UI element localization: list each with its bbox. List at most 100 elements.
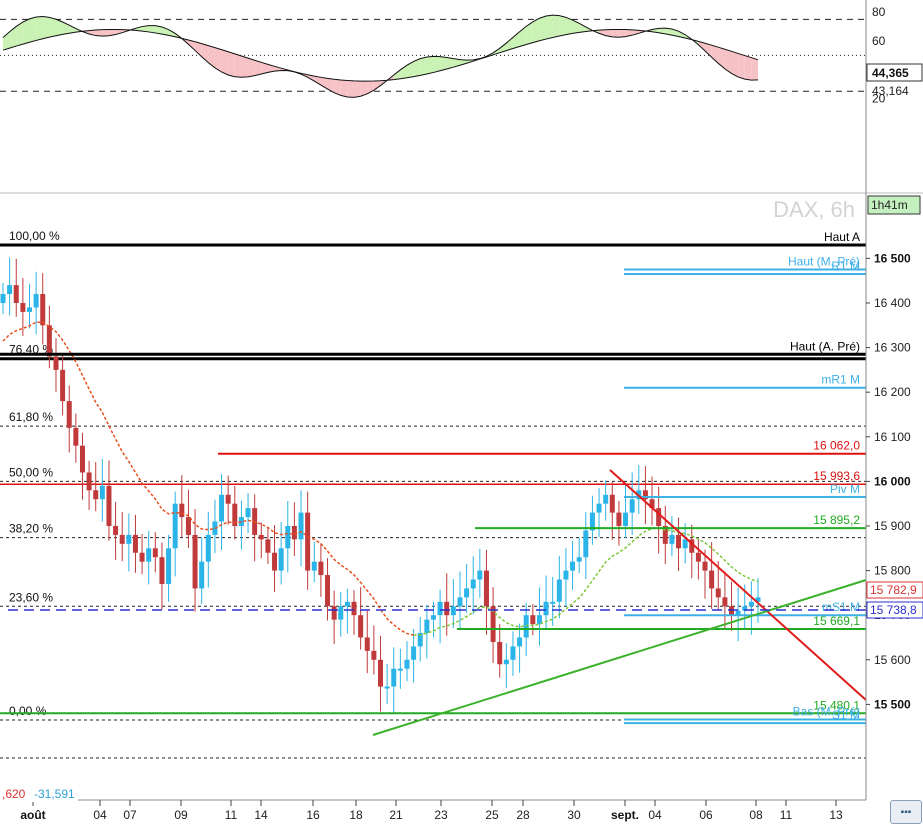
candle-body	[238, 517, 244, 526]
price-tick-label: 16 400	[874, 296, 911, 310]
candle-body	[179, 503, 185, 518]
candle-body	[662, 525, 668, 544]
candle-body	[384, 686, 390, 689]
candle-body	[735, 610, 741, 616]
candle-body	[159, 557, 165, 584]
osc-fill	[228, 51, 235, 77]
candle-body	[702, 561, 708, 571]
marker-price-label: 15 738,8	[870, 603, 917, 617]
time-tick-label: 06	[699, 808, 713, 822]
price-tick-label: 16 200	[874, 385, 911, 399]
candle-body	[146, 548, 152, 562]
osc-fill	[168, 29, 176, 37]
candle-body	[278, 548, 284, 571]
osc-fill	[261, 62, 268, 75]
candle-body	[391, 668, 397, 687]
candle-body	[40, 294, 46, 326]
candle-body	[676, 534, 682, 549]
candle-body	[570, 561, 576, 571]
candle-body	[642, 490, 648, 500]
osc-fill	[605, 29, 613, 37]
osc-fill	[307, 74, 315, 82]
candle-body	[656, 508, 662, 526]
osc-fill	[658, 28, 666, 34]
osc-fill	[95, 29, 103, 37]
candle-body	[609, 494, 615, 513]
price-level-label: 15 480,1	[813, 698, 860, 712]
candle-body	[185, 517, 191, 535]
osc-fill	[102, 29, 109, 37]
osc-fill	[499, 43, 507, 53]
osc-fill	[42, 16, 50, 39]
candle-body	[695, 552, 701, 562]
time-tick-label: sept.	[611, 808, 639, 822]
osc-fill	[62, 21, 70, 35]
watermark: DAX, 6h	[773, 197, 855, 222]
time-tick-label: 18	[349, 808, 363, 822]
osc-fill	[334, 79, 341, 96]
chart-menu-button[interactable]: ▪▪▪	[890, 800, 922, 824]
fib-level-label: 23,60 %	[9, 590, 53, 604]
osc-fill	[625, 29, 633, 37]
osc-fill	[267, 64, 275, 73]
candle-body	[7, 285, 13, 295]
osc-fill	[678, 31, 686, 39]
candle-body	[205, 534, 211, 562]
candle-body	[344, 601, 350, 607]
time-tick-label: 04	[648, 808, 662, 822]
candle-body	[232, 503, 238, 526]
osc-fill	[559, 15, 566, 36]
osc-fill	[135, 26, 143, 32]
osc-fill	[539, 15, 547, 41]
time-tick-label: 28	[516, 808, 530, 822]
bottom-value-b: -31,591	[34, 787, 75, 801]
time-tick-label: 30	[567, 808, 581, 822]
candle-body	[444, 601, 450, 616]
osc-fill	[751, 57, 758, 81]
candle-body	[86, 472, 92, 491]
osc-fill	[9, 26, 17, 49]
osc-fill	[115, 29, 123, 35]
candle-body	[715, 588, 721, 598]
osc-fill	[705, 43, 712, 58]
price-level-label: R1 M	[831, 259, 860, 273]
candle-body	[497, 641, 503, 665]
candle-body	[682, 539, 688, 549]
countdown-box	[867, 195, 921, 215]
price-tick-label: 15 500	[874, 697, 911, 711]
candle-body	[172, 503, 178, 549]
time-tick-label: 04	[93, 808, 107, 822]
candle-body	[563, 570, 569, 580]
candle-body	[550, 601, 556, 604]
osc-fill	[731, 51, 739, 77]
candle-body	[285, 525, 291, 549]
candle-body	[318, 561, 324, 576]
candle-body	[755, 597, 761, 602]
candle-body	[748, 601, 754, 607]
candle-body	[689, 539, 695, 553]
osc-fill	[698, 41, 706, 51]
downtrend-line	[609, 469, 867, 701]
time-tick-label: 07	[123, 808, 137, 822]
candle-body	[66, 401, 72, 428]
osc-fill	[512, 31, 520, 49]
osc-fill	[373, 80, 381, 91]
candle-body	[589, 512, 595, 531]
candle-body	[331, 606, 337, 620]
candle-body	[291, 525, 297, 540]
osc-tick-label: 60	[872, 34, 886, 48]
candle-body	[371, 650, 377, 660]
candle-body	[60, 369, 66, 402]
osc-fill	[738, 53, 745, 80]
candle-body	[73, 427, 79, 446]
candle-body	[272, 552, 278, 571]
price-level-label: Haut (M. Pré)	[788, 255, 860, 269]
osc-fill	[665, 28, 672, 36]
current-price-label: 15 782,9	[870, 583, 917, 597]
candle-body	[152, 548, 158, 558]
candle-body	[596, 503, 602, 513]
osc-fill	[254, 60, 262, 76]
candle-body	[166, 548, 172, 584]
osc-value-box	[866, 63, 923, 82]
